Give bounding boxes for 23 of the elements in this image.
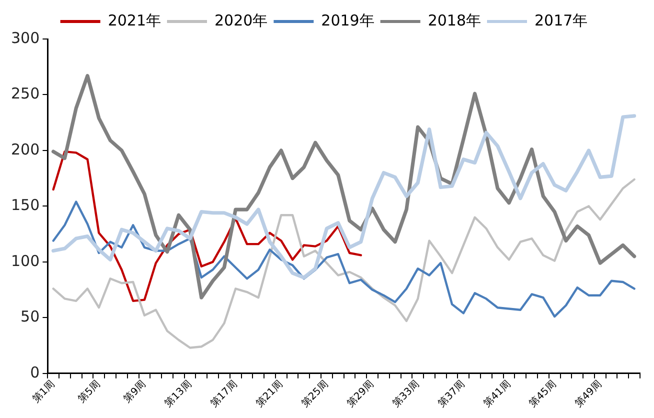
x-tick-label: 第25周 bbox=[299, 378, 331, 410]
x-tick-label: 第21周 bbox=[253, 378, 286, 410]
legend-label: 2019年 bbox=[321, 11, 374, 30]
legend-label: 2021年 bbox=[108, 11, 162, 30]
x-tick-label: 第49周 bbox=[572, 378, 604, 410]
x-tick-label: 第5周 bbox=[76, 378, 103, 406]
x-tick-label: 第37周 bbox=[436, 378, 468, 410]
x-tick-label: 第45周 bbox=[526, 378, 559, 410]
legend-label: 2020年 bbox=[214, 11, 268, 30]
y-tick-label: 50 bbox=[20, 308, 40, 326]
legend-label: 2017年 bbox=[534, 11, 588, 30]
y-tick-label: 150 bbox=[10, 196, 40, 214]
x-tick-label: 第17周 bbox=[208, 378, 240, 410]
y-tick-label: 250 bbox=[10, 84, 40, 103]
y-tick-label: 100 bbox=[10, 252, 40, 270]
x-tick-label: 第13周 bbox=[162, 378, 194, 410]
x-tick-label: 第33周 bbox=[390, 378, 422, 410]
x-tick-label: 第9周 bbox=[121, 378, 148, 406]
y-tick-label: 200 bbox=[10, 140, 40, 158]
y-tick-label: 300 bbox=[10, 28, 40, 47]
legend-label: 2018年 bbox=[428, 11, 482, 30]
x-tick-label: 第29周 bbox=[344, 378, 376, 410]
x-tick-label: 第41周 bbox=[481, 378, 513, 410]
